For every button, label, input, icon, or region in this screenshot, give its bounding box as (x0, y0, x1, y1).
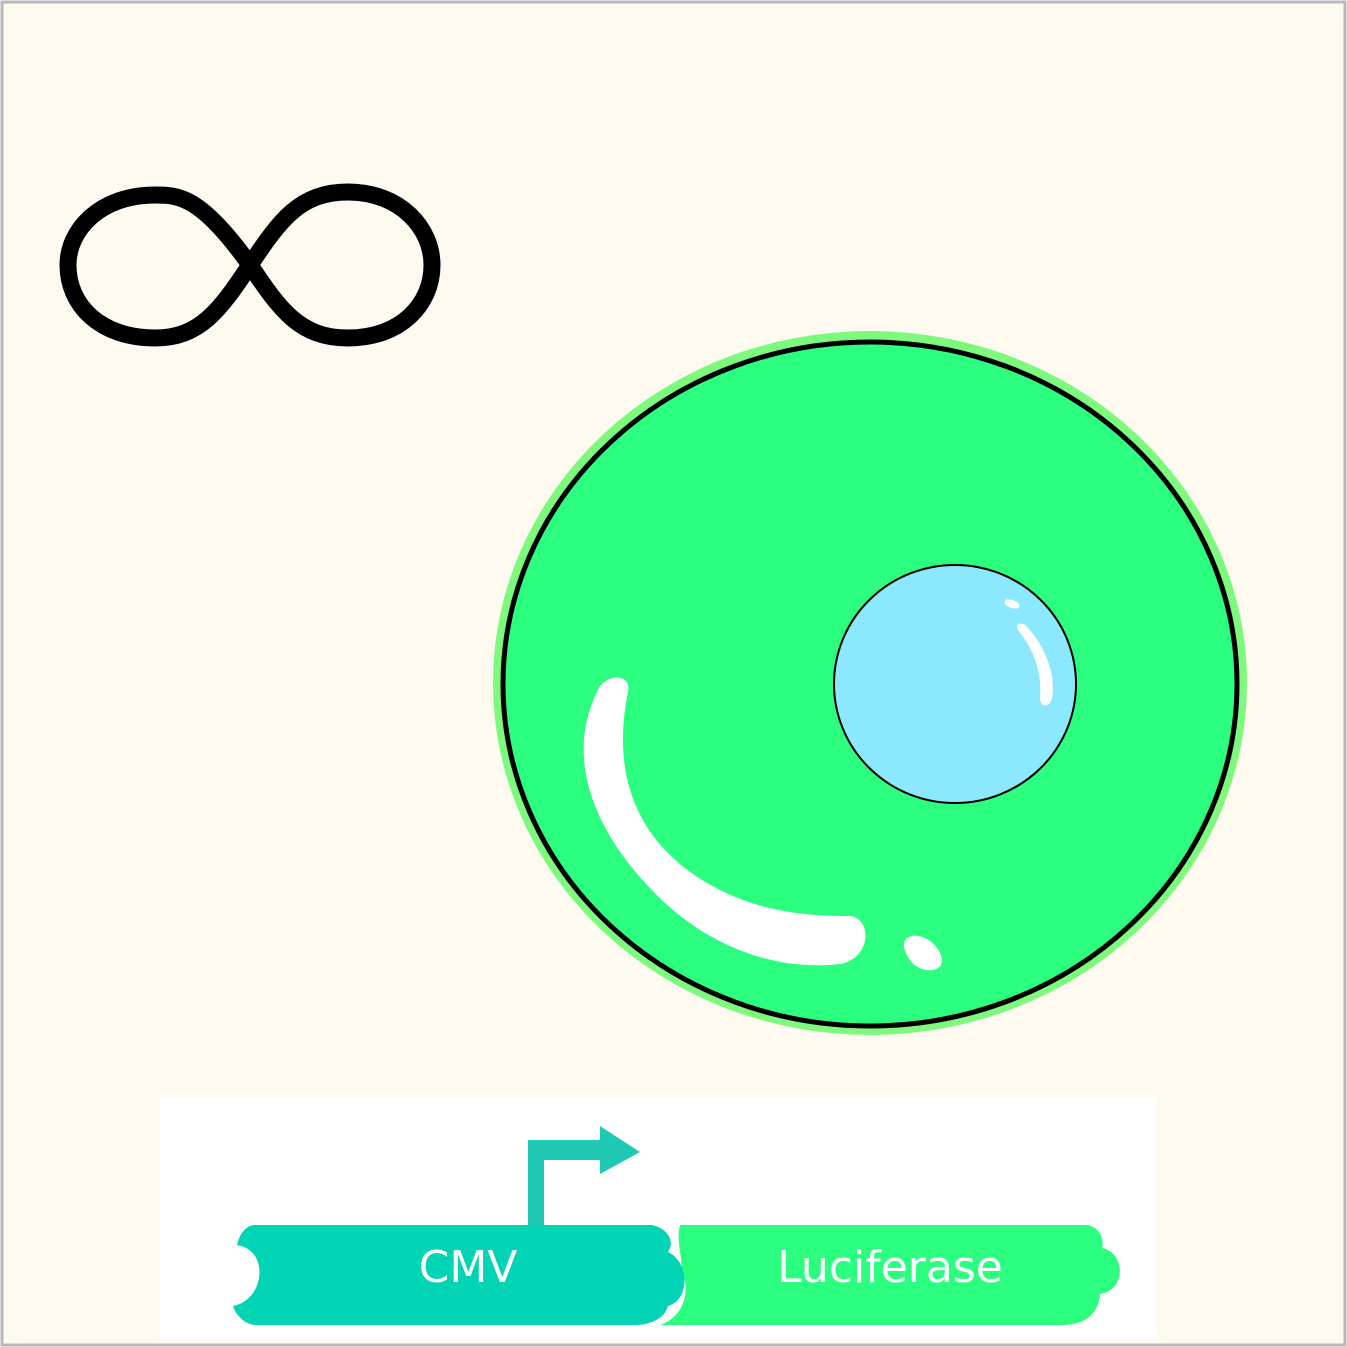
cell-highlight-small (903, 935, 943, 971)
luciferase-segment (660, 1225, 1120, 1325)
cell (493, 331, 1247, 1035)
cell-highlight (583, 677, 866, 966)
cmv-segment (233, 1225, 685, 1325)
construct: CMV Luciferase (160, 1097, 1156, 1337)
nucleus-highlight (1016, 623, 1053, 706)
bent-arrow-icon (528, 1126, 640, 1228)
promoter-label: CMV (419, 1242, 518, 1293)
infinity-icon (59, 183, 441, 347)
gene-label: Luciferase (777, 1242, 1003, 1293)
nucleus-highlight-small (1004, 599, 1020, 609)
nucleus (833, 564, 1077, 804)
